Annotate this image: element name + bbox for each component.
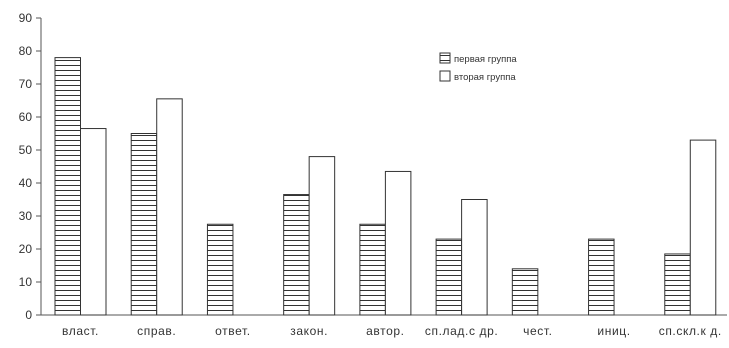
legend-label: вторая группа (454, 72, 516, 83)
bar-second-group (156, 98, 183, 316)
y-tick-label: 60 (19, 110, 33, 124)
bar-second-group (80, 128, 107, 316)
x-category-label: иниц. (597, 324, 630, 338)
legend-label: первая группа (454, 54, 517, 65)
y-tick-label: 10 (19, 275, 33, 289)
x-category-label: закон. (290, 324, 328, 338)
bar-first-group (54, 57, 81, 316)
bar-second-group (689, 139, 717, 316)
y-tick-label: 90 (19, 11, 33, 25)
x-category-label: автор. (366, 324, 404, 338)
y-tick-label: 50 (19, 143, 33, 157)
y-tick-label: 70 (19, 77, 33, 91)
bar-first-group (283, 194, 310, 316)
y-tick-label: 20 (19, 242, 33, 256)
x-category-label: справ. (137, 324, 176, 338)
y-tick-label: 0 (25, 308, 32, 322)
x-category-label: власт. (62, 324, 99, 338)
bar-first-group (664, 253, 691, 316)
bar-first-group (435, 238, 463, 316)
legend: первая группа вторая группа (439, 52, 517, 83)
legend-swatch (439, 52, 451, 64)
y-tick-label: 30 (19, 209, 33, 223)
x-category-label: сп.скл.к д. (659, 324, 722, 338)
bar-first-group (359, 223, 386, 316)
bar-first-group (588, 238, 615, 316)
bar-second-group (461, 199, 488, 316)
y-tick-label: 80 (19, 44, 33, 58)
x-category-label: ответ. (215, 324, 251, 338)
bar-second-group (308, 156, 336, 316)
y-tick-label: 40 (19, 176, 33, 190)
y-axis-ticks: 0 10 20 30 40 50 60 70 80 90 (19, 11, 41, 322)
legend-swatch (439, 70, 451, 82)
x-axis-labels: власт. справ. ответ. закон. автор. сп.лад.с д… (62, 324, 722, 338)
bar-first-group (130, 133, 158, 316)
bars (54, 57, 717, 316)
bar-first-group (206, 223, 234, 316)
bar-first-group (511, 268, 539, 316)
x-category-label: чест. (523, 324, 552, 338)
bar-second-group (384, 170, 412, 316)
x-category-label: сп.лад.с др. (425, 324, 498, 338)
